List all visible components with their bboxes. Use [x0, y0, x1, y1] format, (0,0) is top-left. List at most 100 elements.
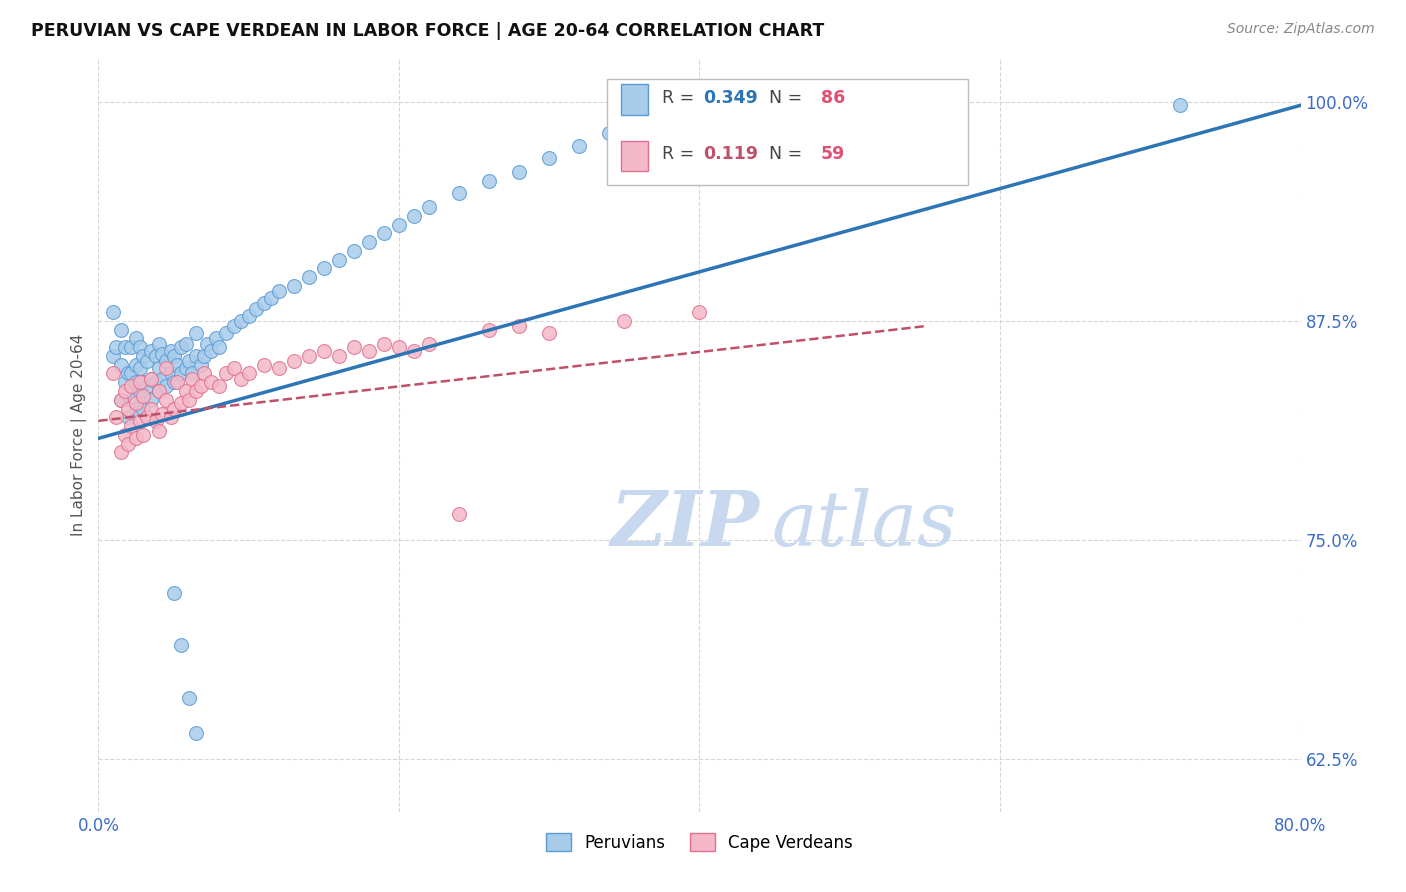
- Point: [114, 427, 136, 442]
- Point: [238, 367, 260, 381]
- Point: [166, 358, 188, 372]
- Point: [174, 336, 197, 351]
- Point: [598, 127, 620, 141]
- Point: [267, 284, 290, 298]
- Point: [148, 336, 170, 351]
- Point: [312, 261, 335, 276]
- Point: [418, 200, 440, 214]
- Text: atlas: atlas: [772, 488, 957, 562]
- Point: [148, 425, 170, 439]
- Text: R =: R =: [662, 145, 706, 163]
- Point: [110, 392, 132, 407]
- Point: [328, 252, 350, 267]
- Point: [190, 358, 212, 372]
- Point: [388, 340, 411, 354]
- Text: 0.349: 0.349: [703, 89, 758, 107]
- Point: [231, 372, 253, 386]
- Point: [110, 392, 132, 407]
- Text: N =: N =: [758, 145, 808, 163]
- Point: [125, 431, 148, 445]
- Point: [125, 376, 148, 390]
- Text: ZIP: ZIP: [610, 488, 759, 562]
- Point: [155, 378, 177, 392]
- Text: 59: 59: [821, 145, 845, 163]
- Point: [114, 340, 136, 354]
- Point: [135, 354, 157, 368]
- Point: [148, 384, 170, 398]
- Point: [125, 358, 148, 372]
- Text: N =: N =: [758, 89, 808, 107]
- Point: [170, 638, 193, 652]
- Point: [121, 419, 143, 434]
- Point: [125, 331, 148, 345]
- Point: [508, 165, 530, 179]
- Point: [184, 326, 207, 341]
- Point: [132, 427, 155, 442]
- Point: [267, 361, 290, 376]
- Point: [447, 186, 470, 200]
- Text: PERUVIAN VS CAPE VERDEAN IN LABOR FORCE | AGE 20-64 CORRELATION CHART: PERUVIAN VS CAPE VERDEAN IN LABOR FORCE …: [31, 22, 824, 40]
- Point: [155, 392, 177, 407]
- Point: [568, 138, 591, 153]
- Point: [1170, 98, 1192, 112]
- Point: [658, 112, 681, 127]
- Point: [105, 340, 128, 354]
- Point: [117, 410, 139, 425]
- Point: [478, 174, 501, 188]
- Point: [103, 305, 125, 319]
- Point: [159, 343, 181, 358]
- Point: [125, 396, 148, 410]
- Point: [162, 376, 184, 390]
- Point: [145, 349, 167, 363]
- Point: [283, 354, 305, 368]
- Point: [129, 414, 152, 428]
- Point: [121, 340, 143, 354]
- Point: [283, 278, 305, 293]
- Point: [110, 323, 132, 337]
- Point: [253, 358, 276, 372]
- Point: [155, 361, 177, 376]
- Point: [139, 343, 162, 358]
- Text: R =: R =: [662, 89, 700, 107]
- Point: [145, 376, 167, 390]
- Point: [328, 349, 350, 363]
- Point: [200, 343, 222, 358]
- Point: [129, 376, 152, 390]
- Point: [478, 323, 501, 337]
- Point: [121, 378, 143, 392]
- Point: [231, 314, 253, 328]
- Point: [132, 376, 155, 390]
- Point: [135, 410, 157, 425]
- Point: [195, 336, 218, 351]
- Point: [159, 367, 181, 381]
- Point: [155, 354, 177, 368]
- Point: [150, 372, 173, 386]
- Point: [103, 349, 125, 363]
- Point: [145, 414, 167, 428]
- Point: [177, 690, 200, 705]
- Point: [538, 151, 561, 165]
- Point: [613, 314, 636, 328]
- Point: [121, 392, 143, 407]
- Point: [298, 270, 321, 285]
- Point: [177, 354, 200, 368]
- Point: [245, 301, 267, 316]
- Point: [357, 235, 380, 249]
- Point: [402, 209, 425, 223]
- Point: [388, 218, 411, 232]
- Point: [208, 340, 231, 354]
- Point: [184, 726, 207, 740]
- Point: [193, 367, 215, 381]
- Point: [103, 367, 125, 381]
- Point: [139, 372, 162, 386]
- Point: [162, 585, 184, 599]
- Point: [162, 349, 184, 363]
- Point: [373, 336, 395, 351]
- Point: [418, 336, 440, 351]
- Point: [132, 401, 155, 416]
- Point: [222, 319, 245, 334]
- FancyBboxPatch shape: [607, 79, 967, 185]
- Point: [139, 392, 162, 407]
- Point: [117, 401, 139, 416]
- Point: [222, 361, 245, 376]
